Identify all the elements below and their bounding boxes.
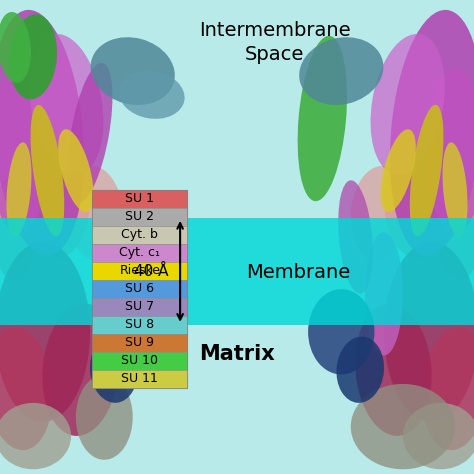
Bar [92,190,187,208]
Text: Matrix: Matrix [199,344,275,364]
Ellipse shape [0,10,84,255]
Text: SU 2: SU 2 [125,210,155,223]
Text: SU 6: SU 6 [125,282,155,295]
Ellipse shape [351,166,408,261]
Ellipse shape [7,142,31,237]
Text: Rieske: Rieske [119,264,160,277]
Bar [92,370,187,388]
Bar [92,298,187,316]
Bar [92,334,187,352]
Ellipse shape [365,232,403,356]
Ellipse shape [390,10,474,255]
Ellipse shape [403,403,474,469]
Text: SU 9: SU 9 [125,336,155,349]
Ellipse shape [91,37,175,105]
Ellipse shape [436,175,474,280]
Ellipse shape [0,327,53,450]
Ellipse shape [68,63,112,203]
Ellipse shape [9,14,57,100]
Ellipse shape [0,12,31,83]
Ellipse shape [90,337,137,403]
Ellipse shape [298,36,347,201]
Bar [92,208,187,226]
Ellipse shape [381,129,416,212]
Ellipse shape [58,129,93,212]
Ellipse shape [410,105,444,237]
Ellipse shape [0,242,90,422]
Ellipse shape [29,34,103,174]
Text: Intermembrane
Space: Intermembrane Space [199,21,351,64]
Ellipse shape [384,242,474,422]
Ellipse shape [0,403,71,469]
Ellipse shape [308,289,374,374]
Ellipse shape [0,69,47,235]
Ellipse shape [24,140,90,258]
Bar [92,316,187,334]
Bar [0,218,474,325]
Bar [92,280,187,298]
Text: Cyt. b: Cyt. b [121,228,158,241]
Ellipse shape [421,327,474,450]
Text: SU 7: SU 7 [125,300,155,313]
Ellipse shape [42,303,119,436]
Ellipse shape [371,34,445,174]
Bar [92,244,187,262]
Bar [92,262,187,280]
Ellipse shape [0,175,38,280]
Bar [92,190,187,388]
Ellipse shape [443,142,467,237]
Bar [92,352,187,370]
Ellipse shape [384,140,450,258]
Ellipse shape [299,37,383,105]
Ellipse shape [338,180,373,294]
Bar [92,226,187,244]
Text: Cyt. c₁: Cyt. c₁ [119,246,160,259]
Ellipse shape [119,71,184,119]
Text: SU 10: SU 10 [121,354,158,367]
Ellipse shape [337,337,384,403]
Ellipse shape [100,289,166,374]
Text: SU 8: SU 8 [125,318,155,331]
Text: SU 11: SU 11 [121,372,158,385]
Ellipse shape [427,69,474,235]
Ellipse shape [351,384,455,469]
Text: Membrane: Membrane [246,263,351,282]
Text: SU 1: SU 1 [125,192,155,205]
Text: 40 Å: 40 Å [134,264,168,279]
Ellipse shape [76,374,133,460]
Ellipse shape [355,303,432,436]
Ellipse shape [30,105,64,237]
Ellipse shape [66,166,123,261]
